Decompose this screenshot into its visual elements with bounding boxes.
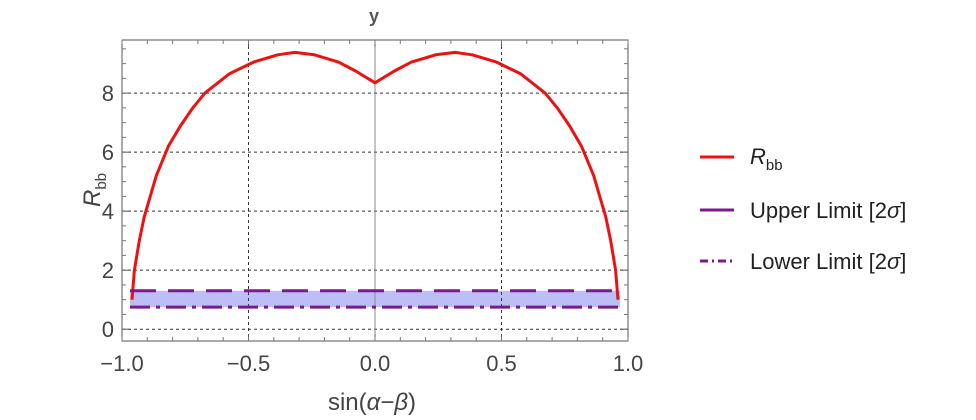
x-tick-label-4: 1.0 — [613, 351, 644, 376]
plot-area: −1.0 −0.5 0.0 0.5 1.0 0 2 4 6 8 — [100, 39, 644, 376]
x-tick-label-3: 0.5 — [486, 351, 517, 376]
legend-label-upper-limit: Upper Limit [2σ] — [750, 198, 906, 223]
y-tick-label-0: 0 — [102, 317, 114, 342]
y-tick-label-3: 6 — [102, 140, 114, 165]
y-tick-label-4: 8 — [102, 81, 114, 106]
y-tick-label-2: 4 — [102, 199, 114, 224]
x-tick-label-0: −1.0 — [100, 351, 143, 376]
x-tick-label-1: −0.5 — [227, 351, 270, 376]
x-tick-label-2: 0.0 — [360, 351, 391, 376]
y-axis-label: Rbb — [79, 173, 110, 207]
chart-title: y — [369, 6, 379, 26]
legend-item-lower-limit: Lower Limit [2σ] — [700, 249, 906, 274]
legend-item-upper-limit: Upper Limit [2σ] — [700, 198, 906, 223]
legend: Rbb Upper Limit [2σ] Lower Limit [2σ] — [700, 144, 906, 274]
legend-label-rbb: Rbb — [750, 144, 783, 174]
series-line-0 — [130, 50, 620, 300]
legend-item-rbb: Rbb — [700, 144, 783, 174]
legend-label-lower-limit: Lower Limit [2σ] — [750, 249, 906, 274]
y-tick-label-1: 2 — [102, 258, 114, 283]
x-axis-label: sin(α−β) — [328, 389, 416, 416]
